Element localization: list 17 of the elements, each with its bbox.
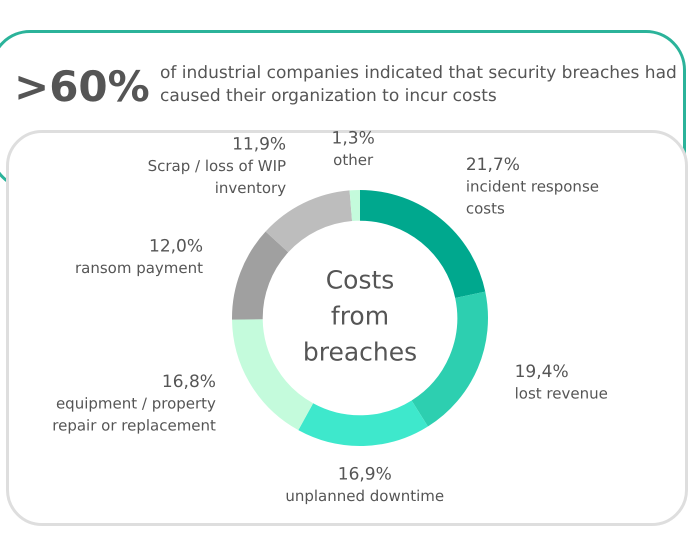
slice-label: Scrap / loss of WIP inventory [148,157,286,198]
data-label: 19,4% [514,362,569,382]
slice-label: equipment / property repair or replacement [52,394,216,434]
slice-label: unplanned downtime [285,486,444,505]
slice-label: lost revenue [514,384,608,403]
slice-label: other [333,151,374,170]
data-label: 11,9% [232,134,286,155]
data-label: 21,7% [466,154,520,175]
data-label: 16,8% [162,372,216,392]
slice-label: ransom payment [74,259,204,278]
data-label: 16,9% [338,464,392,484]
chart-title: >60% [14,62,150,111]
chart-subtitle: of industrial companies indicated that security breaches had caused their organization to incur costs [160,62,678,108]
slice-label: incident response costs [466,177,599,218]
data-label: 12,0% [149,236,204,257]
data-label: 1,3% [332,128,375,149]
text: Costs from breaches [302,266,418,366]
